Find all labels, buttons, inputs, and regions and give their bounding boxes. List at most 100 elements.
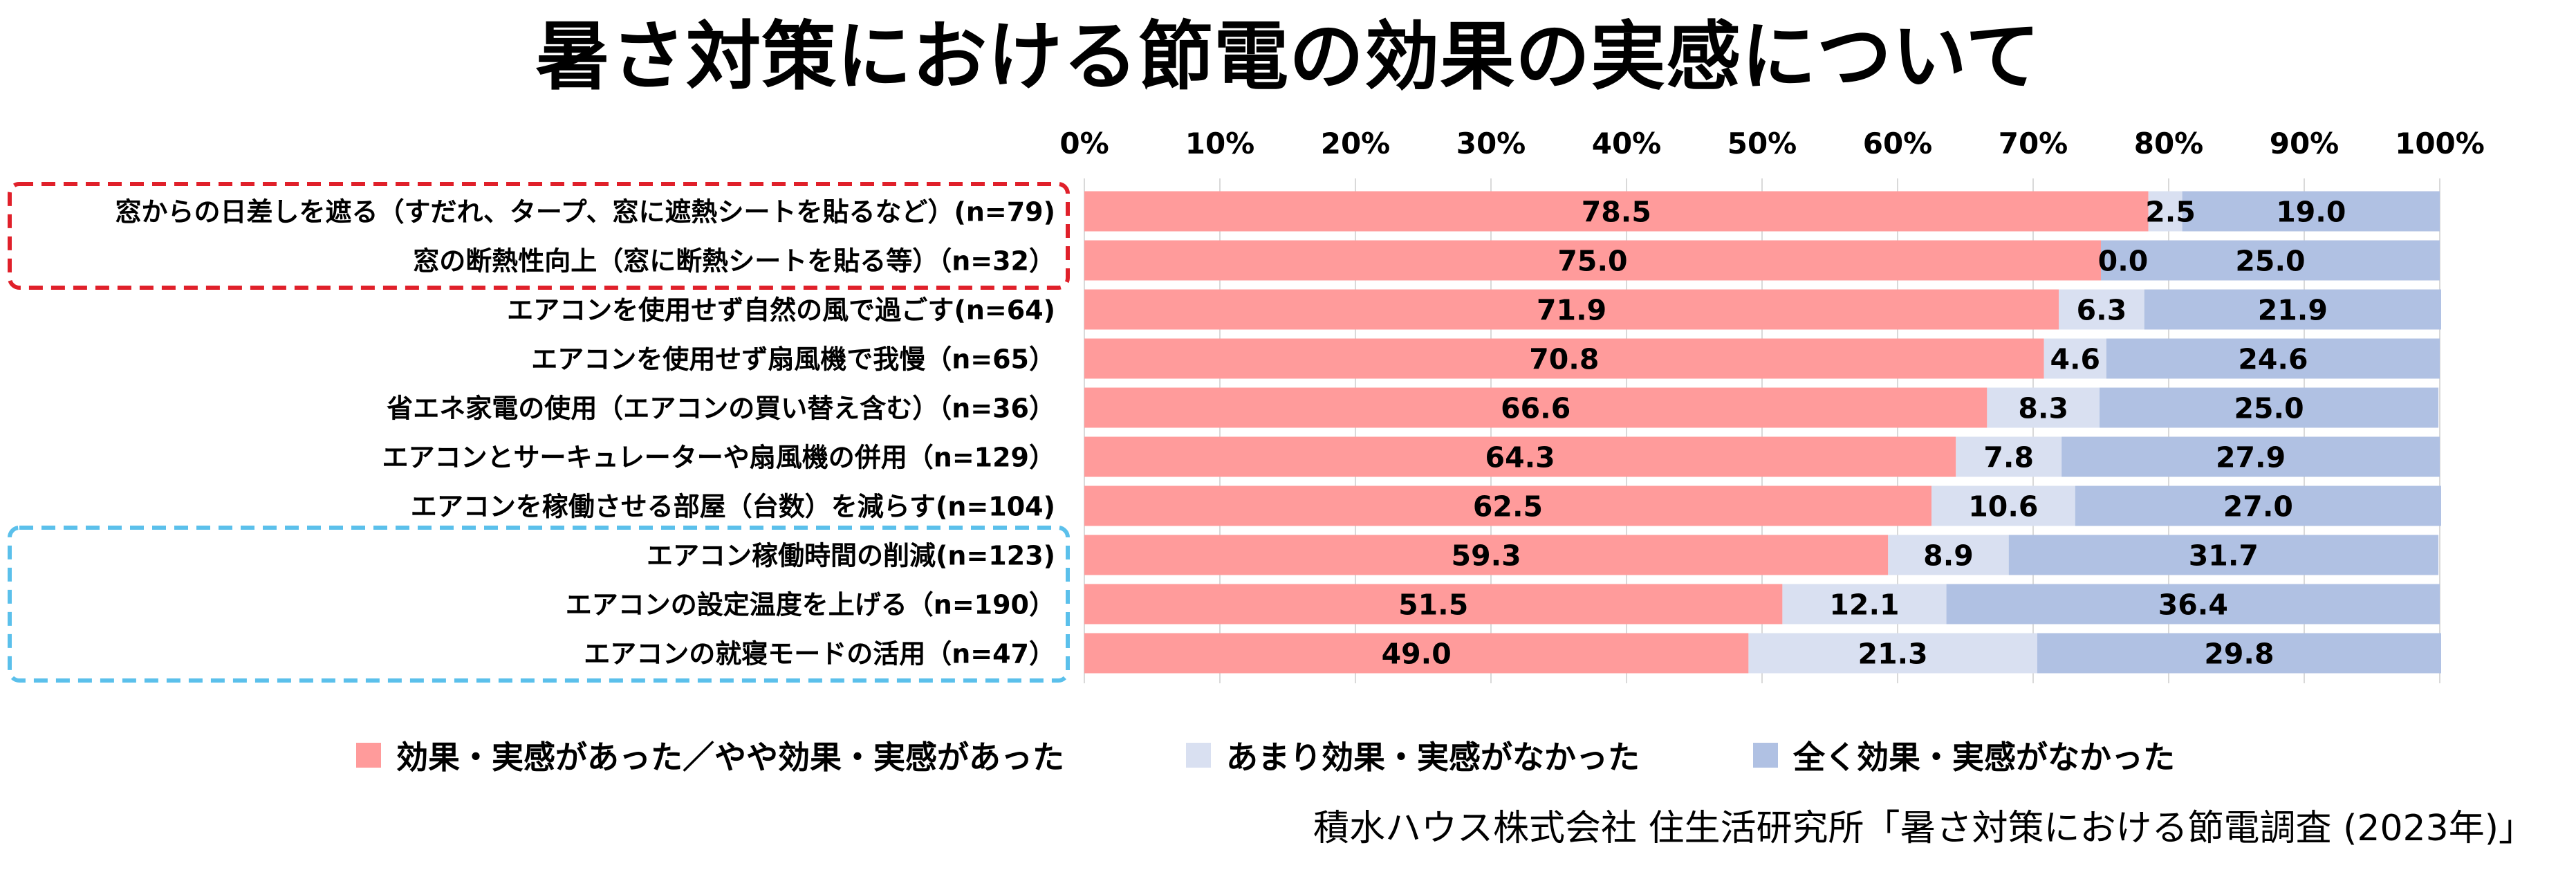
category-label: 窓の断熱性向上（窓に断熱シートを貼る等）（n=32） bbox=[413, 246, 1055, 277]
x-tick-label: 50% bbox=[1727, 127, 1797, 160]
bar-segment bbox=[1956, 436, 2062, 477]
x-tick-label: 0% bbox=[1059, 127, 1109, 160]
data-label: 21.9 bbox=[2258, 294, 2328, 327]
bar-segment bbox=[2101, 240, 2440, 281]
x-axis-ticks: 0% 10% 20% 30% 40% 50% 60% 70% 80% 90% 100% bbox=[1059, 127, 2485, 160]
data-label: 59.3 bbox=[1452, 539, 1521, 573]
data-label: 6.3 bbox=[2077, 294, 2127, 327]
data-label: 51.5 bbox=[1398, 589, 1468, 622]
data-label: 27.0 bbox=[2223, 490, 2293, 524]
bar-segment bbox=[1084, 485, 1931, 526]
x-tick-label: 10% bbox=[1185, 127, 1255, 160]
bars bbox=[1084, 191, 2441, 674]
bar-segment bbox=[1084, 338, 2044, 379]
data-label: 62.5 bbox=[1473, 490, 1543, 524]
bar-segment bbox=[1782, 584, 1947, 624]
data-label: 24.6 bbox=[2238, 343, 2308, 376]
bar-segment bbox=[1084, 633, 1749, 674]
bar-segment bbox=[2008, 535, 2439, 575]
source-credit: 積水ハウス株式会社 住生活研究所「暑さ対策における節電調査 (2023年)」 bbox=[1313, 808, 2535, 849]
category-label: 窓からの日差しを遮る（すだれ、タープ、窓に遮熱シートを貼るなど）(n=79) bbox=[115, 197, 1055, 228]
legend-label-not-at-all: 全く効果・実感がなかった bbox=[1793, 739, 2175, 776]
bar-segment bbox=[2182, 191, 2440, 232]
legend-swatch-not-much bbox=[1186, 743, 1211, 768]
x-tick-label: 100% bbox=[2395, 127, 2485, 160]
stacked-bar-chart: 0% 10% 20% 30% 40% 50% 60% 70% 80% 90% 100% 78.5 2.… bbox=[8, 127, 2485, 683]
x-tick-label: 20% bbox=[1321, 127, 1391, 160]
data-label: 29.8 bbox=[2204, 638, 2274, 671]
bar-segment bbox=[1946, 584, 2440, 624]
bar-segment bbox=[1748, 633, 2037, 674]
data-label: 4.6 bbox=[2050, 343, 2100, 376]
data-label: 27.9 bbox=[2216, 441, 2286, 474]
data-label: 8.9 bbox=[1923, 539, 1974, 573]
bar-segment bbox=[2037, 633, 2441, 674]
bar-segment bbox=[2100, 387, 2439, 428]
x-tick-label: 70% bbox=[1999, 127, 2068, 160]
category-labels: 窓からの日差しを遮る（すだれ、タープ、窓に遮熱シートを貼るなど）(n=79) 窓の… bbox=[115, 197, 1055, 669]
bar-segment bbox=[1084, 584, 1783, 624]
data-label: 66.6 bbox=[1501, 392, 1570, 425]
data-label: 49.0 bbox=[1382, 638, 1452, 671]
data-label: 70.8 bbox=[1529, 343, 1599, 376]
bar-segment bbox=[1084, 191, 2149, 232]
category-label: エアコンを使用せず扇風機で我慢（n=65） bbox=[531, 344, 1055, 375]
legend-item-not-much: あまり効果・実感がなかった bbox=[1186, 728, 1640, 783]
category-label: エアコンを使用せず自然の風で過ごす(n=64) bbox=[507, 295, 1055, 326]
x-tick-label: 40% bbox=[1592, 127, 1662, 160]
highlight-box-red bbox=[8, 182, 1070, 290]
bar-segment bbox=[1084, 289, 2059, 330]
bar-segment bbox=[2144, 289, 2441, 330]
data-label: 75.0 bbox=[1557, 245, 1627, 278]
legend-swatch-not-at-all bbox=[1753, 743, 1778, 768]
category-label: 省エネ家電の使用（エアコンの買い替え含む）（n=36） bbox=[387, 394, 1055, 424]
data-label: 19.0 bbox=[2276, 196, 2346, 229]
data-label: 21.3 bbox=[1858, 638, 1928, 671]
category-label: エアコンの設定温度を上げる（n=190） bbox=[566, 590, 1055, 620]
chart-title: 暑さ対策における節電の効果の実感について bbox=[535, 14, 2041, 100]
bar-segment bbox=[2061, 436, 2440, 477]
x-tick-label: 90% bbox=[2270, 127, 2339, 160]
highlight-boxes bbox=[8, 182, 1070, 683]
bar-segment bbox=[1084, 535, 1889, 575]
data-labels: 78.5 2.5 19.0 75.0 0.0 25.0 71.9 6.3 21.9 70.8 4.6… bbox=[1382, 196, 2346, 671]
legend: 効果・実感があった／やや効果・実感があった あまり効果・実感がなかった 全く効果… bbox=[0, 728, 2576, 783]
category-label: エアコンを稼働させる部屋（台数）を減らす(n=104) bbox=[411, 492, 1055, 522]
category-label: エアコン稼働時間の削減(n=123) bbox=[647, 541, 1055, 571]
data-label: 64.3 bbox=[1485, 441, 1555, 474]
highlight-box-blue bbox=[8, 526, 1070, 683]
bar-segment bbox=[1084, 436, 1956, 477]
bar-segment bbox=[1987, 387, 2100, 428]
legend-swatch-effective bbox=[356, 743, 381, 768]
x-tick-label: 30% bbox=[1456, 127, 1526, 160]
data-label: 0.0 bbox=[2098, 245, 2149, 278]
category-label: エアコンの就寝モードの活用（n=47） bbox=[584, 639, 1055, 669]
legend-item-not-at-all: 全く効果・実感がなかった bbox=[1753, 728, 2175, 783]
bar-segment bbox=[1084, 240, 2101, 281]
data-label: 12.1 bbox=[1829, 589, 1899, 622]
x-tick-label: 80% bbox=[2134, 127, 2204, 160]
bar-segment bbox=[1931, 485, 2075, 526]
bar-segment bbox=[2059, 289, 2144, 330]
data-label: 78.5 bbox=[1582, 196, 1651, 229]
data-label: 31.7 bbox=[2189, 539, 2259, 573]
bar-segment bbox=[1084, 387, 1987, 428]
data-label: 7.8 bbox=[1983, 441, 2034, 474]
data-label: 71.9 bbox=[1537, 294, 1606, 327]
category-label: エアコンとサーキュレーターや扇風機の併用（n=129） bbox=[382, 443, 1055, 473]
x-tick-label: 60% bbox=[1863, 127, 1933, 160]
bar-segment bbox=[2106, 338, 2440, 379]
data-label: 8.3 bbox=[2018, 392, 2068, 425]
data-label: 25.0 bbox=[2234, 392, 2304, 425]
bar-segment bbox=[2148, 191, 2183, 232]
data-label: 10.6 bbox=[1968, 490, 2038, 524]
bar-segment bbox=[2075, 485, 2441, 526]
data-label: 2.5 bbox=[2145, 196, 2196, 229]
legend-item-effective: 効果・実感があった／やや効果・実感があった bbox=[356, 728, 1064, 783]
bar-segment bbox=[1888, 535, 2009, 575]
legend-label-effective: 効果・実感があった／やや効果・実感があった bbox=[396, 739, 1064, 776]
data-label: 36.4 bbox=[2158, 589, 2228, 622]
data-label: 25.0 bbox=[2235, 245, 2305, 278]
legend-label-not-much: あまり効果・実感がなかった bbox=[1226, 739, 1640, 776]
bar-segment bbox=[2044, 338, 2106, 379]
